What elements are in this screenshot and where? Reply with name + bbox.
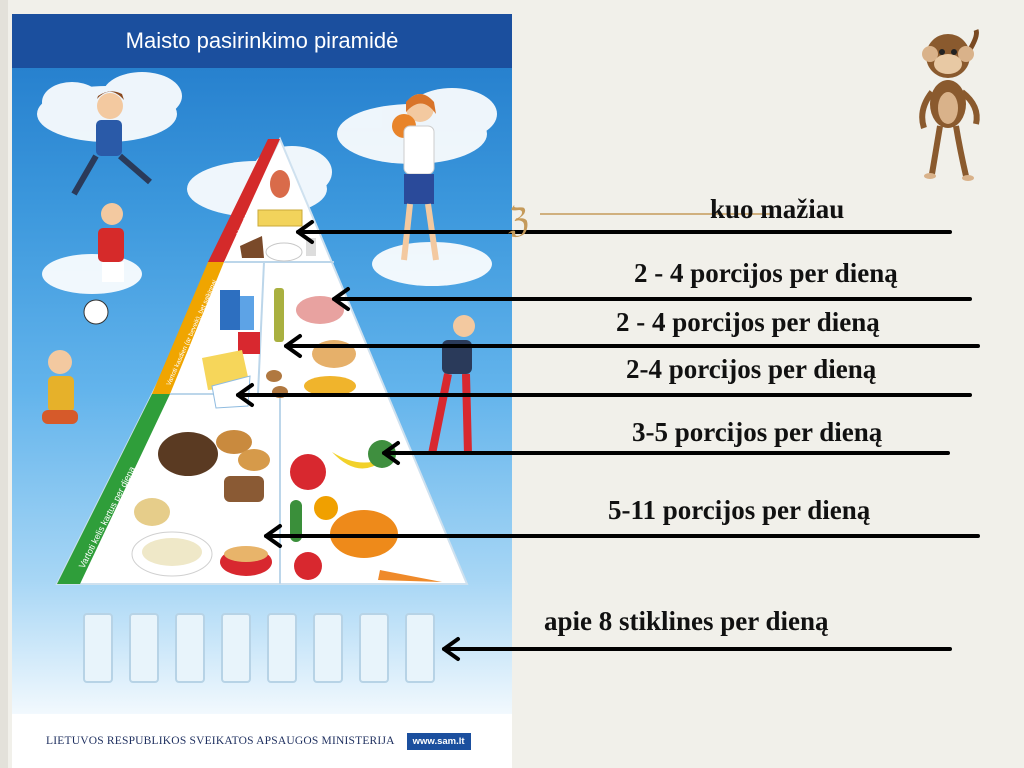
dairy-group [202,290,260,409]
monkey-icon [919,29,980,181]
label-portions-5: 5-11 porcijos per dieną [608,495,871,525]
poster-illustration: Vartoti kuo mažiau Vartoti kasdien (ar b… [22,72,497,750]
label-portions-3: 2-4 porcijos per dieną [626,354,877,384]
label-portions-2: 2 - 4 porcijos per dieną [616,307,880,337]
label-portions-4: 3-5 porcijos per dieną [632,417,883,447]
poster-footer: LIETUVOS RESPUBLIKOS SVEIKATOS APSAUGOS … [12,714,512,768]
feather-z-bullet-icon: ℨ [508,201,529,241]
slide-left-border [0,0,8,768]
label-water: apie 8 stiklines per dieną [544,606,829,636]
label-kuo-maziau: kuo mažiau [710,194,845,224]
website-badge: www.sam.lt [406,732,471,750]
clouds [37,72,497,294]
water-glasses [83,613,435,683]
sweets-fats-group [240,170,316,262]
label-portions-1: 2 - 4 porcijos per dieną [634,258,898,288]
grains-group [131,430,272,577]
caption-strip-middle [152,262,224,394]
poster-title: Maisto pasirinkimo piramidė [12,14,512,68]
ministry-name: LIETUVOS RESPUBLIKOS SVEIKATOS APSAUGOS … [46,735,395,747]
food-pyramid-poster: Maisto pasirinkimo piramidė Vartoti kuo … [12,14,512,768]
caption-strip-top [208,139,280,262]
caption-strip-bottom [57,394,170,584]
